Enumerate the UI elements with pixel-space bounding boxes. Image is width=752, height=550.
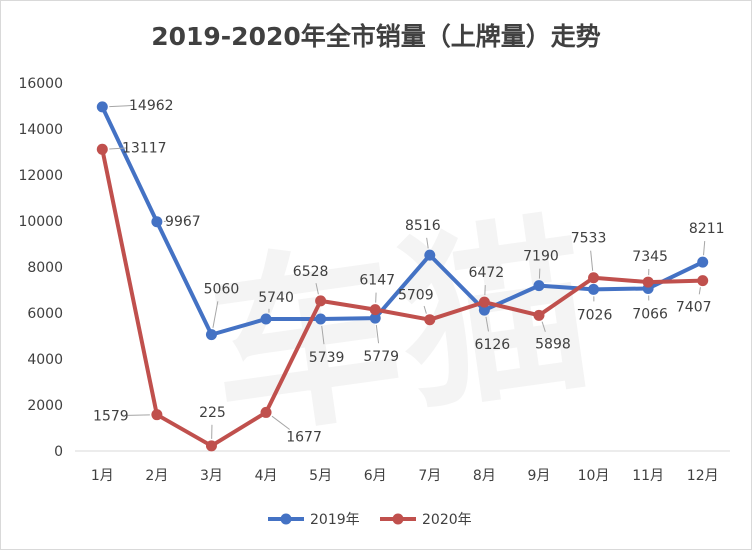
- data-label: 6126: [475, 337, 511, 353]
- data-point: [588, 272, 600, 284]
- data-point: [369, 304, 381, 316]
- x-tick-label: 9月: [527, 468, 550, 484]
- leader-line: [375, 324, 380, 344]
- data-point: [96, 101, 108, 113]
- leader-line: [703, 241, 706, 256]
- data-point: [260, 313, 272, 325]
- data-label: 7407: [676, 300, 712, 316]
- legend-label: 2019年: [310, 512, 360, 528]
- data-label: 14962: [129, 98, 174, 114]
- data-labels: 14962 9967 5060 5740 5739 5779 8516 6126 7190 702…: [93, 98, 724, 446]
- data-point: [260, 406, 272, 418]
- leader-line: [423, 305, 427, 314]
- data-label: 5779: [363, 349, 399, 365]
- data-point: [205, 329, 217, 341]
- y-tick-label: 16000: [18, 76, 63, 92]
- data-label: 7533: [571, 231, 607, 247]
- series-line-2: [100, 147, 705, 448]
- leader-line: [426, 237, 429, 249]
- data-label: 6147: [359, 273, 395, 289]
- y-tick-label: 8000: [27, 260, 63, 276]
- x-tick-label: 10月: [578, 468, 610, 484]
- data-label: 6472: [469, 265, 505, 281]
- y-tick-label: 4000: [27, 352, 63, 368]
- data-point: [424, 249, 436, 261]
- watermark: 车猫: [196, 194, 603, 466]
- x-axis: 1月 2月 3月 4月 5月 6月 7月 8月 9月 10月 11月 12月: [75, 450, 730, 484]
- data-point: [533, 280, 545, 292]
- data-label: 9967: [165, 214, 201, 230]
- chart-title: 2019-2020年全市销量（上牌量）走势: [151, 22, 601, 51]
- legend-label: 2020年: [422, 512, 472, 528]
- y-tick-label: 12000: [18, 168, 63, 184]
- leader-line: [315, 283, 319, 295]
- y-tick-label: 0: [54, 444, 63, 460]
- x-tick-label: 12月: [687, 468, 719, 484]
- data-point: [96, 143, 108, 155]
- data-label: 1677: [286, 429, 322, 445]
- series-line-1: [100, 104, 705, 337]
- leader-line: [271, 415, 290, 430]
- data-label: 5740: [258, 290, 294, 306]
- leader-line: [698, 287, 701, 295]
- leader-line: [590, 250, 594, 271]
- data-label: 13117: [122, 140, 167, 156]
- data-point: [369, 312, 381, 324]
- y-axis: 0 2000 4000 6000 8000 10000 12000 14000 16000: [18, 76, 63, 460]
- data-label: 6528: [293, 264, 329, 280]
- data-label: 8211: [689, 221, 725, 237]
- data-point: [315, 295, 327, 307]
- x-tick-label: 7月: [418, 468, 441, 484]
- leader-line: [212, 301, 219, 328]
- leader-line: [485, 316, 489, 332]
- leader-line: [321, 325, 325, 345]
- data-label: 1579: [93, 409, 129, 425]
- data-point: [697, 275, 709, 287]
- legend-marker: [280, 513, 292, 525]
- legend-marker: [392, 513, 404, 525]
- data-label: 225: [199, 405, 226, 421]
- x-tick-label: 2月: [145, 468, 168, 484]
- data-label: 5739: [309, 350, 345, 366]
- leader-line: [541, 321, 546, 332]
- data-point: [478, 296, 490, 308]
- data-point: [642, 276, 654, 288]
- data-label: 7066: [632, 306, 668, 322]
- series-layer: [96, 101, 709, 452]
- x-tick-label: 5月: [309, 468, 332, 484]
- data-point: [205, 440, 217, 452]
- y-tick-label: 14000: [18, 122, 63, 138]
- data-label: 7026: [577, 307, 613, 323]
- data-label: 5898: [535, 336, 571, 352]
- data-point: [588, 283, 600, 295]
- leader-line: [109, 147, 128, 150]
- data-label: 7190: [523, 249, 559, 265]
- leader-line: [109, 104, 135, 108]
- x-tick-label: 4月: [255, 468, 278, 484]
- legend: 2019年 2020年: [268, 512, 472, 528]
- data-label: 7345: [632, 249, 668, 265]
- data-point: [478, 304, 490, 316]
- y-tick-label: 6000: [27, 306, 63, 322]
- data-label: 5709: [398, 288, 434, 304]
- data-label: 8516: [405, 218, 441, 234]
- x-tick-label: 8月: [473, 468, 496, 484]
- y-tick-label: 10000: [18, 214, 63, 230]
- x-tick-label: 3月: [200, 468, 223, 484]
- data-label: 5060: [204, 282, 240, 298]
- data-point: [697, 256, 709, 268]
- data-point: [151, 216, 163, 228]
- y-tick-label: 2000: [27, 398, 63, 414]
- data-point: [533, 309, 545, 321]
- leader-line: [127, 414, 150, 416]
- data-point: [424, 314, 436, 326]
- x-tick-label: 1月: [91, 468, 114, 484]
- data-point: [151, 409, 163, 421]
- x-tick-label: 11月: [632, 468, 664, 484]
- x-tick-label: 6月: [364, 468, 387, 484]
- data-point: [315, 313, 327, 325]
